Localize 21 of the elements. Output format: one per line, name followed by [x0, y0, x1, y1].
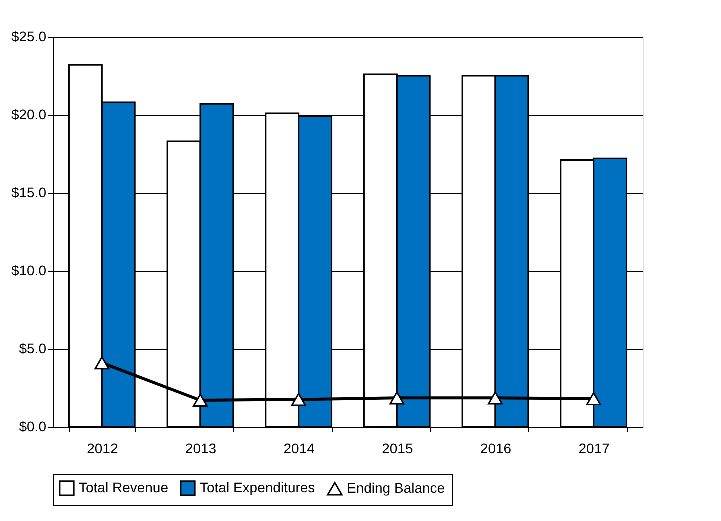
y-tick-label: $20.0 — [11, 106, 47, 122]
x-tick-label: 2017 — [578, 440, 610, 456]
point — [488, 392, 503, 405]
x-tick-label: 2016 — [480, 440, 512, 456]
point — [94, 356, 110, 370]
x-tick-label: 2015 — [382, 440, 414, 456]
point — [193, 394, 208, 408]
legend-label: Total Expenditures — [200, 479, 316, 496]
y-tick-label: $0.0 — [19, 418, 47, 434]
point — [586, 392, 602, 406]
x-tick-label: 2014 — [284, 440, 316, 456]
y-tick-label: $25.0 — [11, 28, 47, 44]
point — [390, 392, 405, 405]
y-tick-label: $5.0 — [19, 340, 47, 356]
legend-label: Ending Balance — [347, 480, 446, 496]
point — [291, 393, 306, 406]
x-tick-label: 2013 — [185, 440, 217, 456]
y-tick-label: $15.0 — [11, 184, 47, 200]
legend-label: Total Revenue — [79, 479, 169, 496]
x-tick-label: 2012 — [87, 440, 118, 456]
y-tick-label: $10.0 — [11, 262, 47, 278]
